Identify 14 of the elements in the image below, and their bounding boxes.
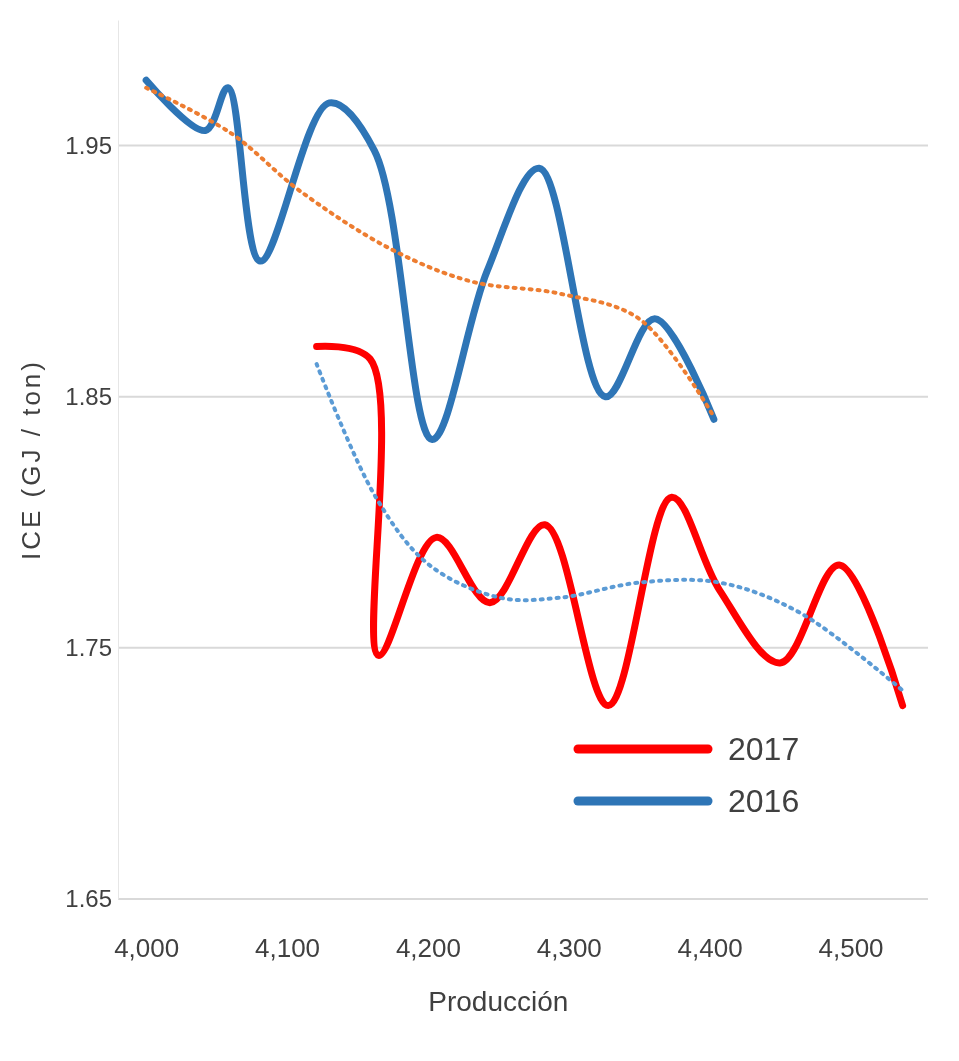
y-tick-label: 1.95 <box>65 131 112 159</box>
y-axis-title: ICE (GJ / ton) <box>16 359 46 560</box>
x-tick-label: 4,300 <box>536 933 602 964</box>
y-tick-label: 1.85 <box>65 382 112 410</box>
x-tick-label: 4,000 <box>114 933 180 964</box>
legend-label: 2017 <box>728 731 800 767</box>
x-tick-label: 4,200 <box>395 933 461 964</box>
y-tick-label: 1.75 <box>65 634 112 662</box>
x-tick-label: 4,100 <box>255 933 321 964</box>
legend-label: 2016 <box>728 783 800 819</box>
x-tick-label: 4,500 <box>818 933 884 964</box>
x-axis-title: Producción <box>428 986 569 1017</box>
y-tick-label: 1.65 <box>65 885 112 913</box>
x-tick-label: 4,400 <box>677 933 743 964</box>
